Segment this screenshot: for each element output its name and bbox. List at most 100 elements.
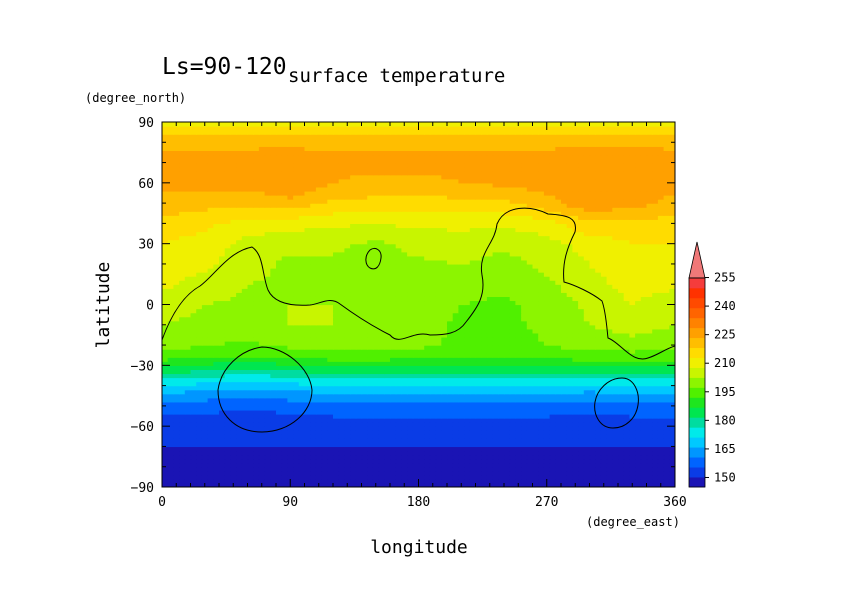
field-cell [310,259,317,265]
field-cell [606,312,613,318]
field-cell [219,482,226,487]
field-cell [663,470,670,476]
field-cell [412,259,420,265]
field-cell [572,434,579,439]
field-cell [190,316,197,322]
field-cell [190,414,197,419]
field-cell [663,292,670,297]
field-cell [298,430,306,435]
field-cell [361,385,368,391]
field-cell [492,426,499,431]
field-cell [549,397,556,403]
field-cell [173,353,180,358]
field-cell [213,458,220,464]
field-cell [355,430,363,435]
field-cell [618,405,625,411]
field-cell [543,312,551,318]
field-cell [167,259,174,265]
field-cell [293,312,300,318]
field-cell [412,263,420,269]
field-cell [532,422,539,427]
field-cell [162,280,169,285]
field-cell [276,418,283,423]
field-cell [578,438,585,443]
field-cell [618,308,625,314]
field-cell [543,422,551,427]
field-cell [310,320,317,326]
field-cell [355,272,363,277]
field-cell [635,474,642,480]
field-cell [623,414,630,419]
field-cell [355,478,363,484]
field-cell [298,312,306,318]
field-cell [276,328,283,334]
field-cell [333,332,340,338]
field-cell [173,478,180,484]
field-cell [572,478,579,484]
field-cell [555,312,562,318]
field-cell [504,320,511,326]
field-cell [236,284,243,289]
field-cell [657,381,665,387]
field-cell [390,401,397,407]
field-cell [390,462,397,468]
field-cell [207,466,214,472]
field-cell [447,357,454,362]
field-cell [179,426,186,431]
field-cell [190,409,197,415]
field-cell [315,414,323,419]
field-cell [589,381,596,387]
field-cell [173,393,180,399]
field-cell [458,345,465,350]
field-cell [162,454,169,460]
field-cell [469,474,477,480]
field-cell [646,381,653,387]
field-cell [333,434,340,439]
field-cell [270,361,277,366]
field-cell [555,308,562,314]
field-cell [418,263,425,269]
field-cell [395,345,402,350]
field-cell [492,470,499,476]
field-cell [184,357,192,362]
field-cell [561,328,568,334]
field-cell [390,381,397,387]
field-cell [384,397,391,403]
field-cell [458,349,465,354]
field-cell [492,332,499,338]
field-cell [515,296,522,302]
field-cell [179,288,186,293]
field-cell [230,320,237,326]
field-cell [657,438,665,443]
field-cell [407,316,414,322]
field-cell [355,361,363,366]
field-cell [310,345,317,350]
field-cell [475,434,482,439]
field-cell [190,393,197,399]
field-cell [315,450,323,456]
field-cell [412,284,420,289]
field-cell [504,377,511,383]
field-cell [623,320,630,326]
field-cell [344,393,351,399]
field-cell [344,324,351,330]
field-cell [515,430,522,435]
field-cell [646,474,653,480]
field-cell [504,409,511,415]
field-cell [669,385,675,391]
field-cell [281,308,288,314]
field-cell [253,312,260,318]
field-cell [566,276,573,281]
field-cell [162,438,169,443]
field-cell [429,474,437,480]
field-cell [333,401,340,407]
field-cell [543,332,551,338]
field-cell [652,405,659,411]
field-cell [424,418,431,423]
field-cell [258,470,266,476]
field-cell [663,284,670,289]
field-cell [555,320,562,326]
field-cell [543,458,551,464]
field-cell [276,320,283,326]
field-cell [492,446,499,452]
